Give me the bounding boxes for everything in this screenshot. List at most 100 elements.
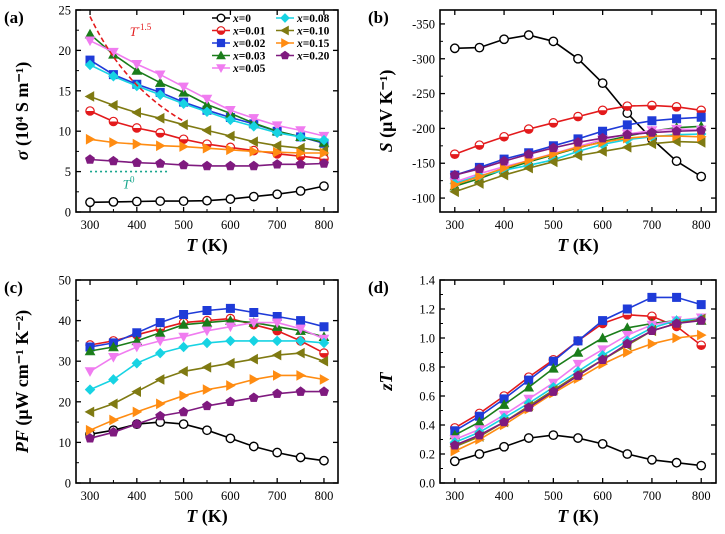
data-point [131,418,142,429]
data-point [622,129,633,139]
data-point [647,292,657,302]
data-point [597,332,609,343]
data-point [474,163,485,173]
y-tick-label: 0 [65,206,71,220]
series-x-0_15 [85,133,330,159]
data-point [450,179,461,191]
series-x-0_05 [84,36,330,142]
legend-label: x=0.10 [296,26,330,38]
data-point [85,106,95,116]
data-point [597,438,608,449]
y-tick-label: 1.2 [419,303,435,317]
data-point [449,169,460,180]
legend-var: x [296,38,303,50]
legend-label: x=0.05 [232,63,266,75]
data-point [696,171,707,182]
panel-label: (b) [368,8,389,27]
data-point [154,77,166,87]
data-point [178,196,189,206]
data-point [295,386,306,396]
data-point [132,406,143,418]
panel-d: 300 400 500 600 700 800 0.0 0.2 0.4 0.6 0.8 1.0 1.2 1… [368,274,717,527]
data-point [155,318,165,328]
data-point [672,332,683,344]
data-point [646,138,657,150]
marker-fill [132,127,142,133]
data-point [179,390,190,402]
data-point [271,318,283,329]
data-point [573,111,583,122]
data-point [499,34,509,45]
annotation-exponent: 0 [130,175,135,185]
x-axis-label: T (K) [557,235,599,256]
x-tick-label: 300 [445,218,464,232]
data-point [474,429,485,440]
data-point [498,399,510,409]
data-point [319,322,329,332]
panel-label: (c) [4,278,23,297]
data-point [248,392,259,402]
data-point [216,38,226,48]
y-axis-unit: (μW cm⁻¹ K⁻²) [12,310,33,430]
data-point [318,134,330,146]
series-x-0_05 [84,318,330,377]
data-point [475,171,485,182]
x-tick-label: 700 [643,489,662,503]
series-x-0_10 [84,347,329,418]
data-point [598,316,608,326]
data-point [248,114,260,124]
y-axis-unit: (10⁴ S m⁻¹) [12,62,33,151]
legend-label: x=0.08 [296,13,330,25]
data-point [154,336,166,347]
data-point [272,189,283,200]
data-point [225,114,236,126]
data-point [474,411,484,421]
data-point [622,101,633,111]
data-point [295,347,305,359]
data-point [671,126,682,136]
data-point [249,374,260,385]
data-point [572,347,584,357]
data-point [84,91,95,102]
y-tick-label: 30 [59,355,72,369]
series-x-0_10 [449,136,706,198]
x-tick-label: 800 [315,218,334,232]
annotation-t-1.5: T-1.5 [130,22,152,39]
series-x-0_02 [450,292,706,436]
x-tick-label: 800 [692,489,711,503]
marker-fill [156,132,165,138]
data-point [108,427,119,437]
y-axis-symbol: σ [12,149,32,160]
data-point [573,370,583,380]
x-axis-unit: (K) [197,506,228,527]
legend-entry: x=0.15 [276,38,330,50]
data-point [449,440,460,450]
data-point [249,146,260,157]
legend-label: x=0.20 [296,51,330,63]
data-point [108,116,119,127]
y-axis-symbol: PF [12,430,32,454]
x-tick-label: 300 [81,489,100,503]
x-tick-label: 800 [692,218,711,232]
data-point [131,386,141,398]
data-point [178,341,189,353]
marker-fill [647,105,657,110]
data-point [474,449,485,459]
data-point [178,98,189,110]
data-point [108,155,119,166]
data-point [131,107,141,118]
data-point [154,374,165,385]
data-point [201,94,213,105]
y-tick-label: -100 [412,192,435,206]
data-point [249,307,259,318]
data-point [597,345,609,356]
data-point [647,338,658,350]
data-point [178,419,189,430]
data-point [295,452,306,463]
data-point [131,65,143,75]
x-tick-label: 600 [221,218,240,232]
data-point [85,424,96,436]
data-point [622,449,633,459]
data-point [597,105,608,116]
data-point [646,325,657,336]
